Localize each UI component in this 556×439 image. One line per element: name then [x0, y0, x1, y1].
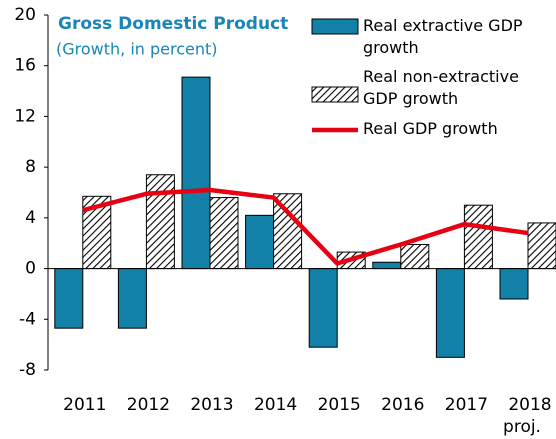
- y-tick-label: -4: [19, 309, 36, 329]
- chart-title: Gross Domestic Product: [58, 14, 288, 34]
- y-tick-label: 20: [14, 5, 36, 25]
- bar: [117, 268, 147, 329]
- bar: [308, 268, 338, 348]
- x-tick-label: 2016: [381, 395, 424, 415]
- bar: [435, 268, 465, 358]
- line: [82, 187, 529, 266]
- bar: [209, 197, 239, 270]
- bar: [245, 214, 275, 270]
- legend-label: Real extractive GDP growth: [363, 16, 523, 57]
- x-tick-label: 2013: [190, 395, 233, 415]
- y-tick-label: 8: [25, 157, 36, 177]
- y-tick-label: -8: [19, 360, 36, 380]
- legend-label: Real GDP growth: [363, 119, 498, 138]
- x-tick-label: 2012: [127, 395, 170, 415]
- legend-swatch: [311, 18, 359, 35]
- chart-subtitle: (Growth, in percent): [56, 40, 218, 59]
- bar: [372, 261, 402, 270]
- x-tick-label: 2011: [63, 395, 106, 415]
- bar: [499, 268, 529, 300]
- bar: [181, 76, 211, 270]
- x-tick-label: 2017: [445, 395, 488, 415]
- bar: [463, 204, 493, 270]
- annotation: proj.: [503, 417, 541, 437]
- y-tick-label: 12: [14, 106, 36, 126]
- legend-label: Real non-extractive GDP growth: [363, 67, 519, 108]
- y-tick-label: 0: [25, 259, 36, 279]
- bar: [54, 268, 84, 329]
- legend-swatch: [311, 86, 359, 103]
- x-tick-label: 2015: [318, 395, 361, 415]
- x-tick-label: 2018: [508, 395, 551, 415]
- bar: [273, 193, 303, 270]
- bar: [527, 222, 556, 270]
- bar: [400, 243, 430, 270]
- x-tick-label: 2014: [254, 395, 297, 415]
- bar: [145, 174, 175, 270]
- y-tick-label: 4: [25, 208, 36, 228]
- y-tick-label: 16: [14, 56, 36, 76]
